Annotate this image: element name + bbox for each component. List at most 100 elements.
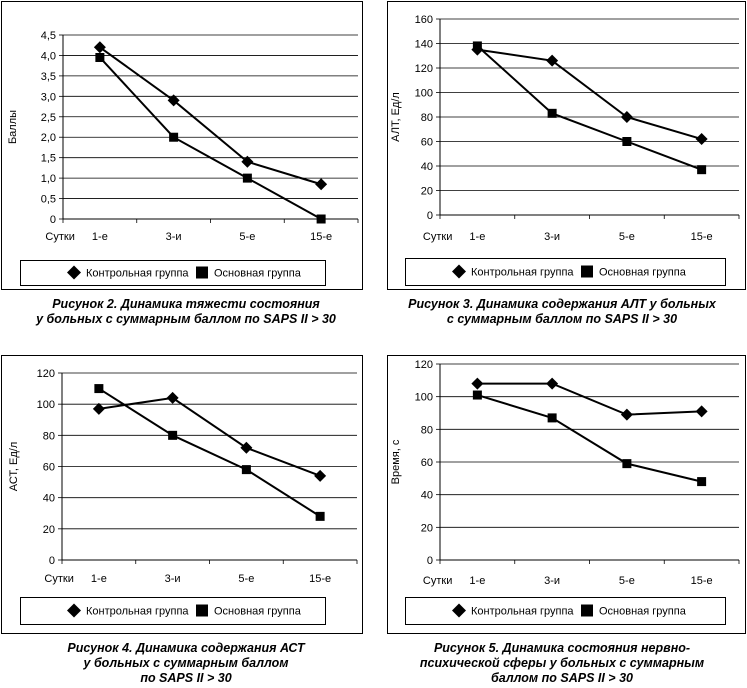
- series-line-1: [477, 382, 702, 416]
- data-point-diamond: [314, 469, 327, 482]
- x-tick-label: 15-е: [691, 575, 713, 587]
- figure-caption: Рисунок 5. Динамика состояния нервно-пси…: [377, 641, 747, 686]
- x-tick-label: 3-и: [165, 573, 181, 585]
- y-tick-label: 0: [50, 214, 56, 226]
- data-point-diamond: [620, 111, 633, 123]
- caption-line: Рисунок 4. Динамика содержания АСТ: [67, 641, 305, 655]
- y-tick-label: 80: [43, 430, 55, 442]
- x-tick-label: 5-е: [619, 231, 635, 243]
- y-tick-label: 3,0: [41, 91, 56, 103]
- y-tick-label: 1,5: [41, 153, 56, 165]
- data-point-diamond: [166, 391, 179, 404]
- y-tick-label: 100: [415, 392, 433, 404]
- y-tick-label: 0: [427, 210, 433, 222]
- data-point-square: [94, 384, 104, 394]
- figure-caption: Рисунок 2. Динамика тяжести состояния у б…: [0, 297, 372, 327]
- x-tick-label: 5-е: [239, 231, 255, 243]
- series-line-1: [99, 46, 322, 186]
- caption-line: у больных с суммарным баллом по SAPS II …: [36, 312, 336, 326]
- caption-line: баллом по SAPS II > 30: [491, 671, 633, 685]
- x-tick-label: 5-е: [619, 575, 635, 587]
- x-tick-label: 1-е: [469, 575, 485, 587]
- data-point-diamond: [695, 133, 708, 146]
- legend-marker-diamond: [452, 603, 466, 618]
- x-axis-prefix: Сутки: [423, 231, 452, 243]
- y-tick-label: 60: [421, 457, 433, 469]
- y-axis-label: АСТ, Ед/л: [8, 442, 20, 492]
- data-point-square: [697, 165, 707, 175]
- y-tick-label: 40: [421, 490, 433, 502]
- series-line-2: [477, 394, 702, 483]
- legend-label: Контрольная группа: [86, 606, 189, 618]
- y-tick-label: 20: [421, 522, 433, 534]
- data-point-diamond: [546, 377, 559, 390]
- legend-label: Контрольная группа: [86, 268, 189, 280]
- x-tick-label: 3-и: [166, 231, 182, 243]
- chart-frame: [1, 1, 363, 290]
- x-tick-label: 1-е: [92, 231, 108, 243]
- data-point-square: [622, 459, 632, 469]
- data-point-diamond: [92, 402, 105, 415]
- legend-label: Основная группа: [214, 268, 302, 280]
- series-line-1: [98, 396, 321, 477]
- y-tick-label: 3,5: [41, 71, 56, 83]
- data-point-diamond: [471, 377, 484, 390]
- y-axis-label: Время, с: [390, 439, 402, 484]
- data-point-diamond: [315, 178, 328, 191]
- caption-line: с суммарным баллом по SAPS II > 30: [446, 312, 678, 326]
- y-tick-label: 60: [43, 462, 55, 474]
- y-tick-label: 100: [415, 88, 433, 100]
- y-tick-label: 80: [421, 112, 433, 124]
- legend-marker-square: [196, 266, 208, 279]
- caption-line: Рисунок 3. Динамика содержания АЛТ у бол…: [408, 297, 716, 311]
- data-point-square: [547, 413, 557, 423]
- data-point-square: [472, 390, 482, 400]
- y-tick-label: 20: [43, 524, 55, 536]
- caption-line: по SAPS II > 30: [140, 671, 232, 685]
- y-axis-label: АЛТ, Ед/л: [390, 92, 402, 142]
- legend-marker-diamond: [452, 264, 466, 279]
- data-point-diamond: [93, 41, 106, 54]
- legend-marker-diamond: [67, 265, 81, 280]
- legend-box: [405, 597, 726, 625]
- legend-label: Основная группа: [599, 267, 687, 279]
- y-tick-label: 160: [415, 14, 433, 26]
- legend-marker-square: [196, 604, 208, 617]
- data-point-square: [169, 132, 179, 142]
- data-point-square: [168, 430, 178, 440]
- legend-label: Контрольная группа: [471, 267, 574, 279]
- y-tick-label: 100: [37, 399, 55, 411]
- y-tick-label: 20: [421, 186, 433, 198]
- legend-marker-diamond: [67, 603, 81, 618]
- x-tick-label: 15-е: [310, 231, 332, 243]
- data-point-square: [315, 511, 325, 521]
- y-tick-label: 80: [421, 424, 433, 436]
- data-point-diamond: [167, 94, 180, 107]
- chart-frame: [387, 1, 746, 290]
- x-tick-label: 15-е: [691, 231, 713, 243]
- data-point-square: [242, 173, 252, 183]
- data-point-square: [622, 137, 632, 146]
- x-tick-label: 1-е: [469, 231, 485, 243]
- chart-frame: [387, 355, 746, 634]
- y-tick-label: 0,5: [41, 194, 56, 206]
- legend-label: Основная группа: [599, 606, 687, 618]
- data-point-diamond: [240, 441, 253, 454]
- y-tick-label: 4,5: [41, 30, 56, 42]
- data-point-square: [241, 465, 251, 475]
- figure-caption: Рисунок 3. Динамика содержания АЛТ у бол…: [377, 297, 747, 327]
- data-point-diamond: [546, 54, 559, 67]
- x-tick-label: 1-е: [91, 573, 107, 585]
- chart-frame: [1, 355, 363, 634]
- caption-line: Рисунок 2. Динамика тяжести состояния: [52, 297, 320, 311]
- data-point-square: [697, 477, 707, 487]
- caption-line: у больных с суммарным баллом: [83, 656, 289, 670]
- y-tick-label: 2,5: [41, 112, 56, 124]
- x-axis-prefix: Сутки: [45, 231, 74, 243]
- caption-line: психической сферы у больных с суммарным: [419, 656, 705, 670]
- y-tick-label: 60: [421, 137, 433, 149]
- data-point-square: [316, 214, 326, 224]
